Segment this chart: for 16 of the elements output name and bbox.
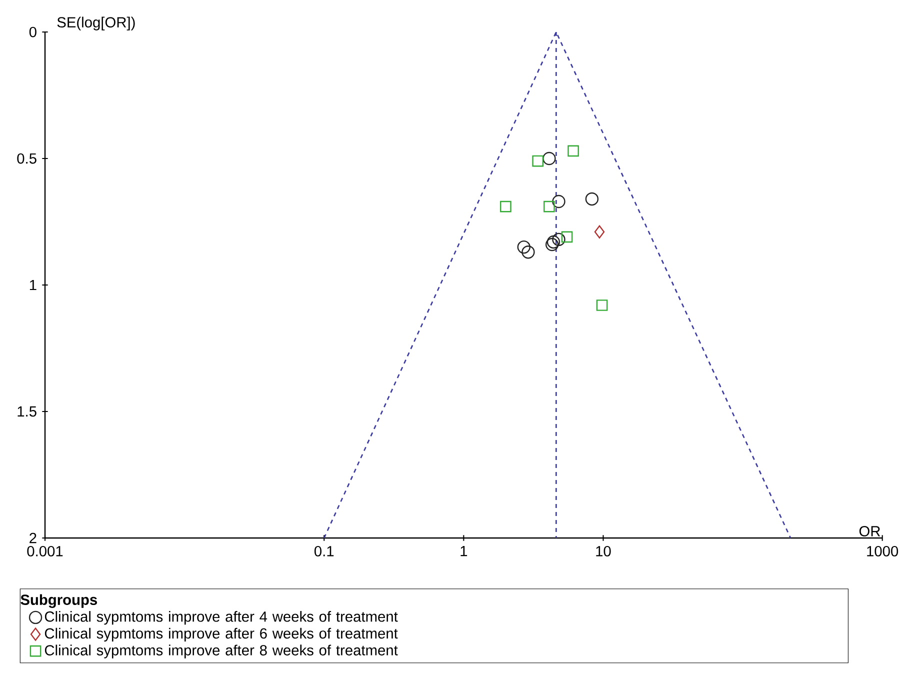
legend-label: Clinical sypmtoms improve after 6 weeks of treatment: [44, 628, 398, 642]
legend-label: Clinical sypmtoms improve after 4 weeks of treatment: [44, 611, 398, 625]
y-tick-label: 0.5: [17, 153, 36, 164]
x-axis-title: OR: [859, 526, 880, 536]
y-axis-title: SE(log[OR]): [57, 16, 135, 30]
x-tick-label: 10: [596, 546, 611, 556]
y-tick-label: 1: [30, 280, 36, 290]
y-tick-label: 1.5: [18, 406, 36, 417]
legend-title: Subgroups: [20, 594, 98, 608]
legend-label: Clinical sypmtoms improve after 8 weeks of treatment: [44, 644, 398, 658]
x-tick-label: 1000: [867, 546, 898, 556]
y-tick-label: 2: [30, 532, 36, 544]
x-tick-label: 1: [460, 546, 468, 556]
y-tick-label: 0: [29, 26, 36, 38]
x-tick-label: 0.1: [314, 546, 334, 556]
x-tick-label: 0.001: [27, 546, 63, 556]
